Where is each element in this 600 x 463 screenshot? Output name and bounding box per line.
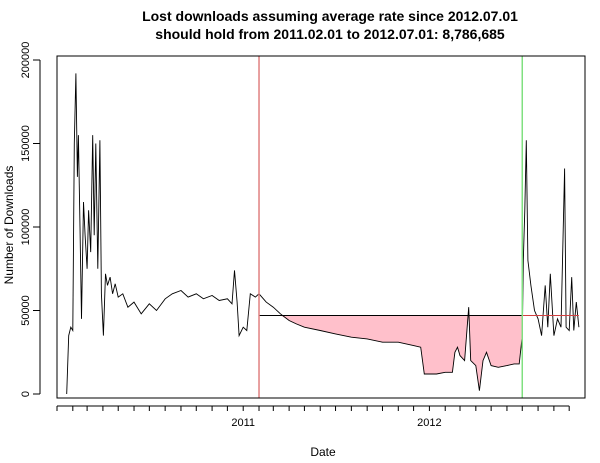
y-tick-label: 100000: [20, 209, 32, 246]
lost-downloads-area: [259, 315, 523, 391]
date-markers: [258, 56, 524, 398]
y-axis: 0 50000 100000 150000 200000: [20, 42, 41, 397]
x-axis: 2011 2012: [56, 405, 570, 429]
shaded-area: [259, 315, 523, 391]
chart-subtitle: should hold from 2011.02.01 to 2012.07.0…: [155, 26, 505, 42]
y-tick-label: 200000: [20, 42, 32, 79]
x-axis-label: Date: [310, 445, 336, 459]
y-tick-label: 50000: [20, 295, 32, 326]
y-tick-label: 150000: [20, 125, 32, 162]
y-tick-label: 0: [20, 391, 32, 397]
downloads-series: [66, 73, 580, 395]
plot-frame: [56, 55, 586, 399]
y-axis-label: Number of Downloads: [2, 166, 16, 285]
chart-title: Lost downloads assuming average rate sin…: [142, 8, 518, 24]
x-tick-label: 2011: [231, 417, 255, 429]
series-line: [66, 73, 580, 395]
x-tick-label: 2012: [417, 417, 441, 429]
